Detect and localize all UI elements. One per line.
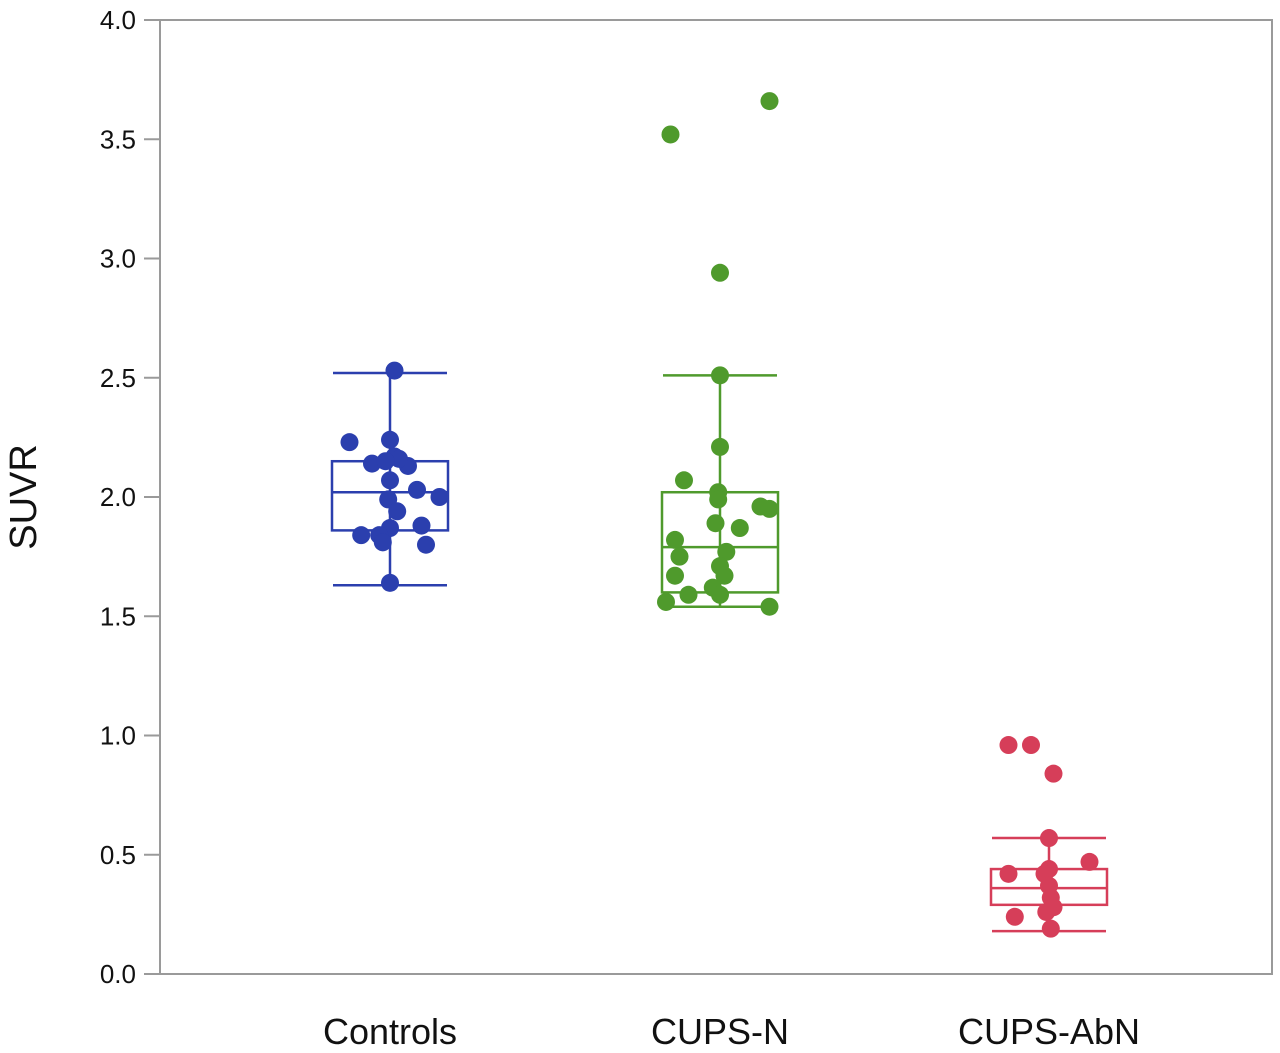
data-point [666, 566, 684, 585]
data-point [352, 526, 371, 545]
data-point [711, 366, 729, 385]
data-point [417, 535, 435, 554]
data-point [999, 736, 1018, 755]
data-point [373, 533, 392, 552]
data-point [760, 92, 779, 111]
data-point [715, 566, 734, 585]
data-point [709, 490, 728, 509]
y-tick-label: 2.5 [100, 363, 136, 393]
data-point [717, 542, 736, 561]
data-point [412, 516, 431, 535]
data-point [730, 519, 749, 538]
data-point [1022, 736, 1040, 755]
data-point [711, 263, 729, 282]
data-point [1041, 919, 1060, 938]
y-tick-label: 0.0 [100, 959, 136, 989]
y-tick-label: 3.5 [100, 124, 136, 154]
data-point [661, 125, 680, 144]
data-point [1044, 764, 1063, 783]
data-point [363, 454, 381, 473]
data-point [1040, 829, 1058, 848]
group-1 [330, 361, 450, 592]
data-point [376, 452, 395, 471]
y-tick-label: 4.0 [100, 5, 136, 35]
data-point [666, 530, 684, 549]
y-tick-label: 3.0 [100, 244, 136, 274]
data-point [711, 437, 729, 456]
x-category-label: CUPS-N [651, 1011, 789, 1052]
data-point [1080, 852, 1099, 871]
x-category-label: CUPS-AbN [958, 1011, 1140, 1052]
y-axis: 0.0 0.5 1.0 1.5 2.0 2.5 3.0 3.5 4.0 [100, 5, 160, 989]
x-axis: Controls CUPS-N CUPS-AbN [323, 1011, 1140, 1052]
data-point [675, 471, 693, 490]
y-tick-label: 1.5 [100, 601, 136, 631]
group-3 [989, 736, 1109, 938]
group-2 [657, 92, 780, 616]
data-point [1005, 907, 1024, 926]
data-point [385, 361, 404, 380]
x-category-label: Controls [323, 1011, 457, 1052]
plot-area [330, 92, 1109, 938]
data-point [706, 514, 725, 533]
y-axis-title: SUVR [3, 444, 45, 550]
y-tick-label: 2.0 [100, 482, 136, 512]
y-tick-label: 0.5 [100, 840, 136, 870]
data-point [711, 585, 729, 604]
data-point [340, 433, 359, 452]
data-point [679, 585, 698, 604]
data-point [381, 430, 399, 449]
y-tick-label: 1.0 [100, 721, 136, 751]
data-point [388, 502, 407, 521]
data-point [657, 592, 675, 611]
data-point [670, 547, 689, 566]
data-point [381, 573, 399, 592]
data-point [999, 864, 1018, 883]
data-point [381, 471, 399, 490]
data-point [1037, 902, 1056, 921]
data-point [760, 499, 779, 518]
data-point [760, 597, 779, 616]
data-point [390, 449, 408, 468]
data-point [408, 480, 426, 499]
data-point [430, 488, 449, 506]
